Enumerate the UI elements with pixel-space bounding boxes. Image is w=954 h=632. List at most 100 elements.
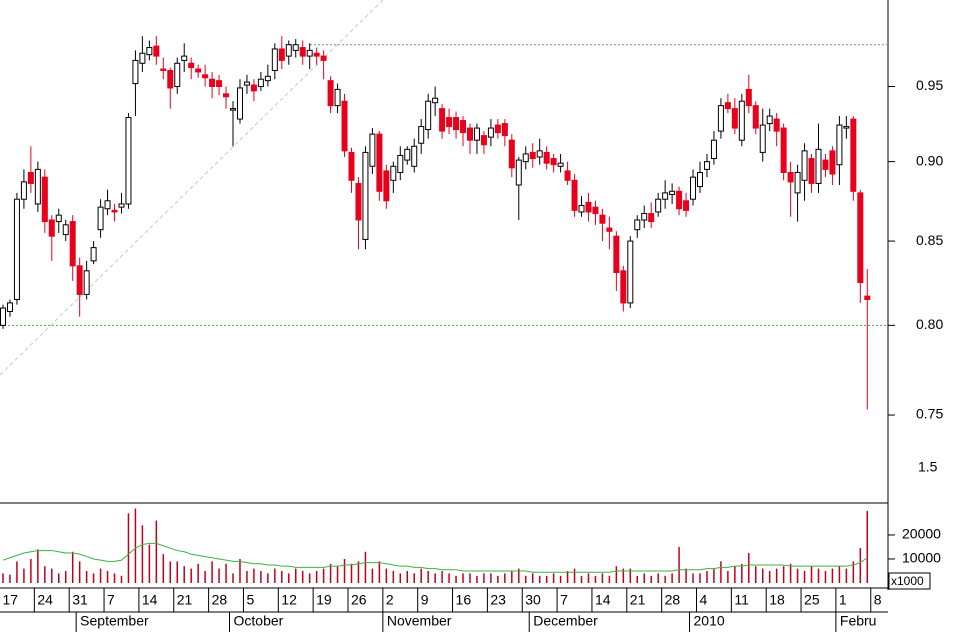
x-tick-label: 5 bbox=[246, 592, 254, 608]
candle-body bbox=[508, 139, 515, 169]
candle-body bbox=[815, 148, 822, 184]
candle-body bbox=[223, 93, 230, 98]
candle-body bbox=[634, 219, 641, 231]
candle-body bbox=[787, 171, 794, 183]
candle-body bbox=[648, 213, 655, 223]
candle-body bbox=[745, 88, 752, 107]
candle-body bbox=[188, 62, 195, 69]
candle-body bbox=[292, 44, 299, 51]
candle-body bbox=[174, 62, 181, 87]
candle-body bbox=[153, 45, 160, 57]
y-tick-label: 0.95 bbox=[916, 77, 943, 93]
candle-body bbox=[125, 117, 132, 205]
candle-body bbox=[738, 100, 745, 141]
x-tick-label: 30 bbox=[525, 592, 541, 608]
candle-body bbox=[717, 105, 724, 132]
candle-body bbox=[390, 165, 397, 181]
candle-body bbox=[460, 120, 467, 134]
candle-body bbox=[550, 158, 557, 166]
candle-body bbox=[6, 302, 13, 313]
candle-body bbox=[669, 190, 676, 195]
candle-body bbox=[34, 168, 41, 205]
candle-body bbox=[480, 135, 487, 146]
candle-body bbox=[209, 78, 216, 87]
y-tick-label: 0.90 bbox=[916, 152, 943, 168]
candle-body bbox=[780, 127, 787, 173]
y-tick-label: 0.80 bbox=[916, 316, 943, 332]
candle-body bbox=[446, 117, 453, 128]
candle-body bbox=[62, 224, 69, 236]
candle-body bbox=[466, 127, 473, 141]
candle-body bbox=[697, 171, 703, 188]
x-tick-label: 8 bbox=[874, 592, 882, 608]
x-tick-label: 18 bbox=[769, 592, 785, 608]
candle-body bbox=[864, 295, 871, 301]
candle-body bbox=[90, 247, 97, 262]
candle-body bbox=[683, 200, 690, 211]
candle-body bbox=[850, 118, 857, 192]
candle-body bbox=[620, 270, 627, 304]
candle-body bbox=[299, 47, 306, 57]
candle-body bbox=[104, 200, 111, 210]
x-tick-label: 7 bbox=[107, 592, 115, 608]
y-extra-label: 1.5 bbox=[918, 459, 938, 475]
x-tick-label: 21 bbox=[177, 592, 193, 608]
month-label: October bbox=[234, 613, 284, 629]
candle-body bbox=[334, 88, 341, 107]
x-tick-label: 19 bbox=[316, 592, 332, 608]
x-tick-label: 14 bbox=[595, 592, 611, 608]
volume-ma-line bbox=[2, 542, 868, 573]
candle-body bbox=[655, 198, 662, 213]
candle-body bbox=[501, 123, 508, 137]
candle-body bbox=[571, 179, 578, 211]
x-tick-label: 17 bbox=[3, 592, 19, 608]
x-tick-label: 14 bbox=[142, 592, 158, 608]
candle-body bbox=[369, 133, 376, 167]
candle-body bbox=[362, 151, 369, 240]
candle-body bbox=[167, 69, 174, 89]
candle-body bbox=[397, 154, 404, 173]
candle-body bbox=[676, 190, 683, 210]
candle-body bbox=[529, 151, 536, 160]
candle-body bbox=[355, 182, 362, 221]
candle-body bbox=[55, 214, 62, 223]
candle-body bbox=[536, 150, 543, 158]
x-tick-label: 4 bbox=[700, 592, 708, 608]
candle-body bbox=[606, 227, 613, 232]
candle-body bbox=[822, 159, 829, 170]
month-label: December bbox=[533, 613, 598, 629]
candle-body bbox=[243, 81, 250, 86]
candle-body bbox=[341, 100, 348, 152]
candle-body bbox=[836, 124, 843, 166]
volume-unit: x1000 bbox=[891, 574, 924, 588]
candle-body bbox=[543, 151, 550, 164]
x-tick-label: 28 bbox=[665, 592, 681, 608]
candle-body bbox=[111, 209, 118, 213]
month-label: September bbox=[80, 613, 149, 629]
candle-body bbox=[759, 124, 766, 153]
x-tick-label: 31 bbox=[72, 592, 88, 608]
candle-body bbox=[703, 161, 710, 170]
x-tick-label: 25 bbox=[804, 592, 820, 608]
candle-body bbox=[132, 59, 139, 85]
candle-body bbox=[230, 108, 237, 111]
volume-tick-label: 10000 bbox=[902, 550, 941, 566]
x-tick-label: 2 bbox=[386, 592, 394, 608]
candle-body bbox=[48, 219, 55, 237]
candle-body bbox=[731, 108, 738, 129]
month-label: 2010 bbox=[694, 613, 725, 629]
x-tick-label: 23 bbox=[490, 592, 506, 608]
x-tick-label: 16 bbox=[456, 592, 472, 608]
candle-body bbox=[773, 118, 780, 132]
candle-body bbox=[97, 206, 104, 231]
unit-box bbox=[888, 572, 931, 590]
candle-body bbox=[418, 126, 425, 144]
x-tick-label: 11 bbox=[734, 592, 749, 608]
candle-body bbox=[376, 133, 383, 192]
candle-body bbox=[195, 68, 202, 73]
candle-body bbox=[76, 265, 83, 295]
month-label: Febru bbox=[840, 613, 877, 629]
candle-body bbox=[515, 159, 522, 186]
candle-body bbox=[585, 201, 592, 213]
